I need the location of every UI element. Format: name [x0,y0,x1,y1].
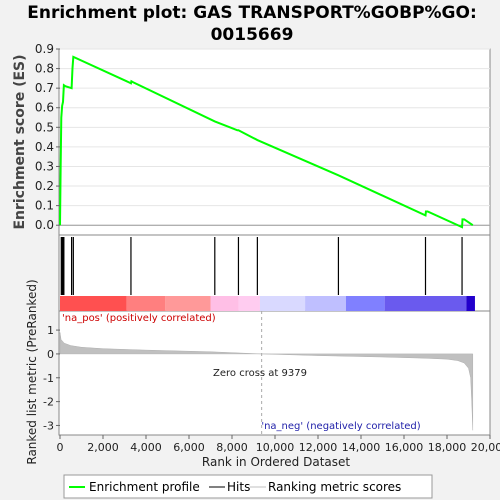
es-tick-label: 0.5 [35,120,54,134]
es-tick-label: 0.7 [35,81,54,95]
x-tick-label: 8,000 [216,441,248,454]
bands-layer [60,296,475,311]
es-tick-label: 0.9 [35,42,54,56]
legend-label-metric: Ranking metric scores [268,480,401,494]
enrichment-profile-line [59,55,474,229]
metric-axis-label: Ranked list metric (PreRanked) [25,279,39,464]
rank-color-band [210,296,239,311]
x-tick-label: 20,000 [471,441,500,454]
es-panel [58,48,491,236]
ranking-metric-area [59,332,474,431]
x-tick-label: 6,000 [173,441,205,454]
legend-box [63,474,433,499]
rank-color-band [60,296,127,311]
es-axis-label: Enrichment score (ES) [12,54,28,229]
es-tick-label: 0.3 [35,159,54,173]
es-tick-label: 0.6 [35,101,54,115]
metric-layer [59,311,474,435]
legend-label-profile: Enrichment profile [89,480,200,494]
x-tick-label: 10,000 [256,441,295,454]
rank-color-band [384,296,467,311]
es-tick-label: 0.8 [35,62,54,76]
es-tick-label: 0.2 [35,179,54,193]
metric-tick-label: 0 [47,348,54,361]
es-tick-label: 0.0 [35,218,54,232]
pos-annotation: 'na_pos' (positively correlated) [62,313,216,324]
x-tick-label: 2,000 [87,441,119,454]
zero-cross-annotation: Zero cross at 9379 [213,368,307,379]
es-tick-label: 0.4 [35,140,54,154]
x-tick-label: 4,000 [130,441,162,454]
x-tick-label: 14,000 [342,441,381,454]
metric-panel [58,310,491,436]
axes-layer: 0.00.10.20.30.40.50.60.70.80.910-1-2-30 2… [35,42,500,454]
x-tick-label: 0 [57,441,64,454]
rank-color-band [238,296,260,311]
es-layer [59,48,490,229]
rank-color-band [259,296,306,311]
legend-label-hits: Hits [227,480,250,494]
x-tick-label: 16,000 [385,441,424,454]
metric-tick-label: 1 [47,324,54,337]
hits-layer [60,237,463,295]
rank-color-band [466,296,475,311]
x-tick-label: 18,000 [428,441,467,454]
rank-color-band [126,296,166,311]
es-tick-label: 0.1 [35,199,54,213]
x-axis-label: Rank in Ordered Dataset [202,455,350,469]
rank-color-band [165,296,211,311]
metric-tick-label: -2 [43,396,54,409]
metric-tick-label: -1 [43,372,54,385]
rank-color-band [345,296,385,311]
rank-color-band [305,296,346,311]
chart-title-line1: Enrichment plot: GAS TRANSPORT%GOBP%GO: [27,3,477,23]
chart-title-line2: 0015669 [211,25,294,45]
metric-tick-label: -3 [43,419,54,432]
neg-annotation: 'na_neg' (negatively correlated) [261,421,420,432]
x-tick-label: 12,000 [299,441,338,454]
